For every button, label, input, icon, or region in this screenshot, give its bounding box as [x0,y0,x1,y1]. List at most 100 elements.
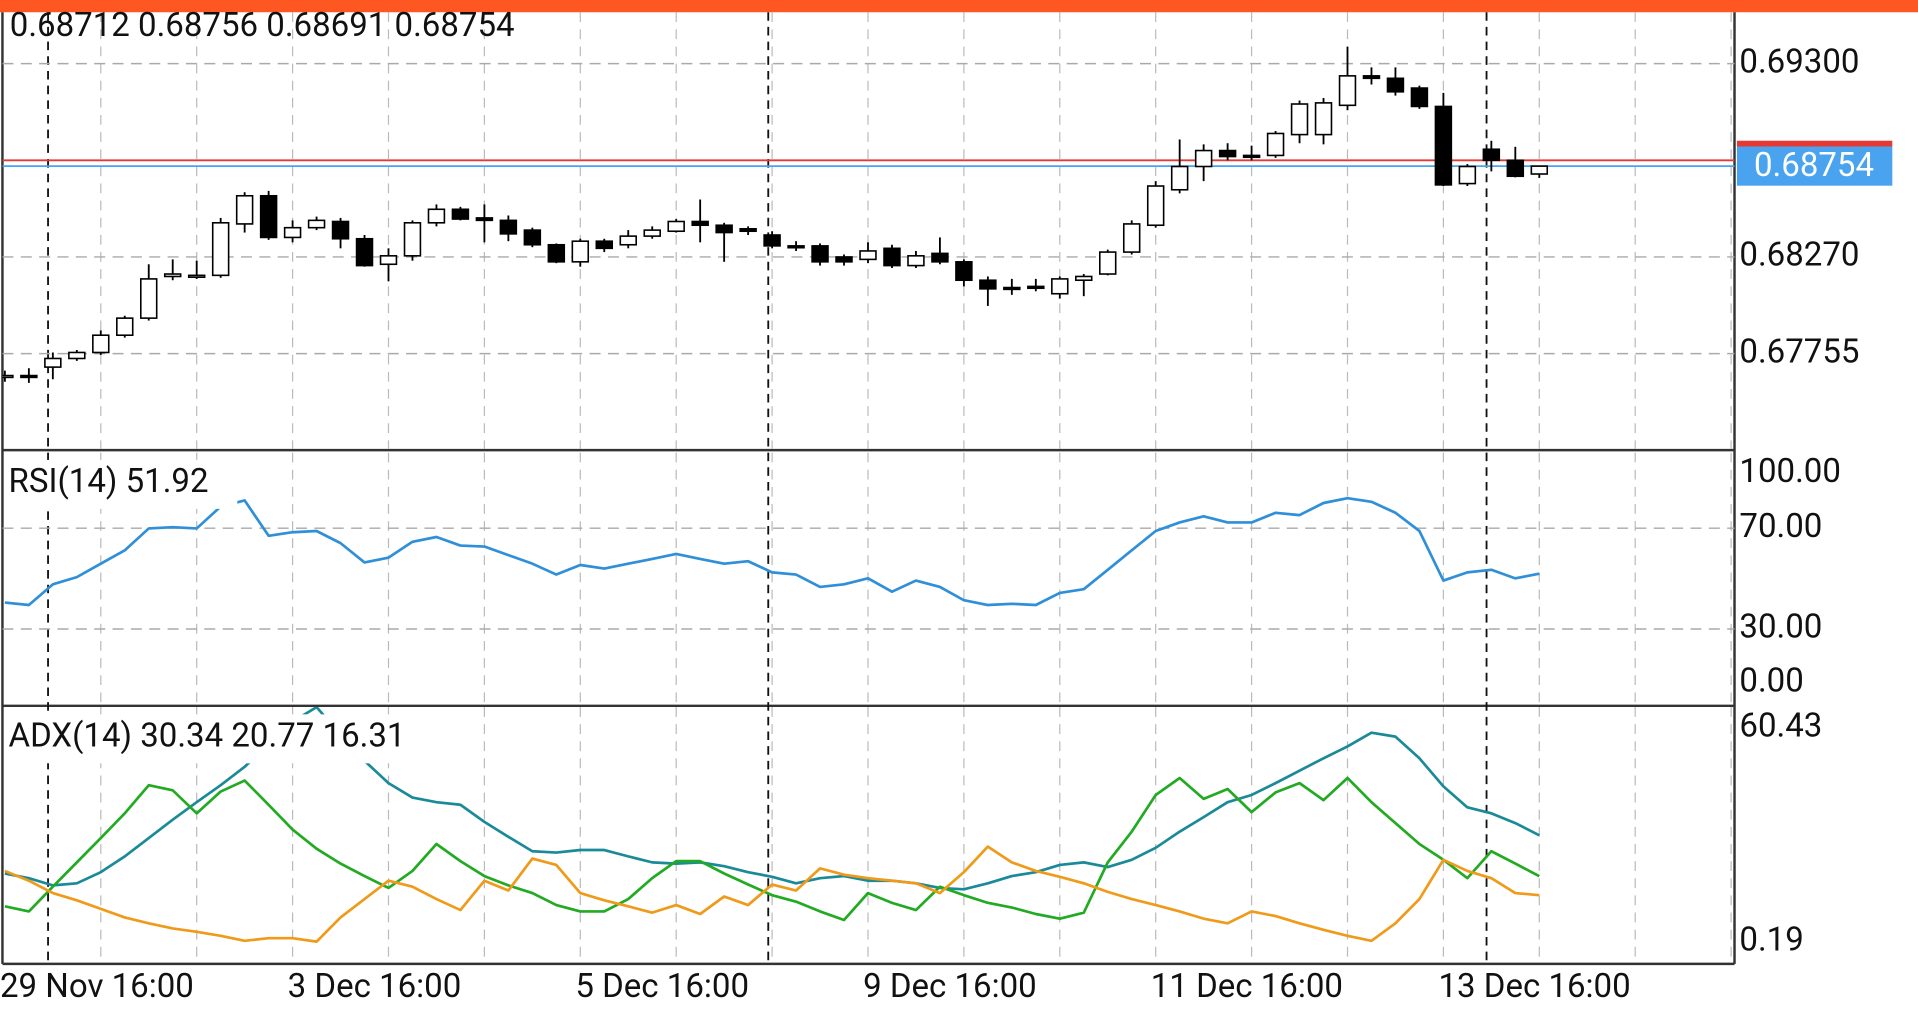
indicator-name: ADX(14) [9,716,132,755]
candle-body [547,243,566,263]
indicator-value: 16.31 [323,716,406,755]
candle-body [1194,149,1213,168]
candle-body [571,240,590,263]
candle-body [1218,149,1237,158]
frame [1,12,1736,966]
candle-body [235,194,254,225]
candle-body [331,220,350,240]
candle-body [1122,223,1141,253]
candle-body [907,255,925,267]
candle-body [2,374,14,379]
title-background [4,459,238,509]
candle-body [619,235,637,246]
candle-body [44,357,62,368]
text-layer: 0.69300 0.68270 0.67755 29 Nov 16:00 3 Dec 1… [0,6,1893,1006]
candle-body [763,234,781,247]
indicator-value: 30.34 [140,716,223,755]
y-tick-label: 0.69300 [1739,42,1859,81]
candle-body [1266,132,1285,157]
indicator-title: ADX(14) 30.34 20.77 16.31 [9,716,406,755]
candle-body [116,317,134,337]
candle-body [1410,87,1429,108]
y-tick-label: 60.43 [1739,707,1822,746]
y-tick-label: 0.68270 [1739,236,1859,275]
candle-body [379,255,398,266]
candle-body [1482,148,1501,162]
candle-body [187,274,206,278]
candle-body [955,261,973,282]
candle-body [643,229,661,237]
candle-body [259,194,278,239]
candle-body [20,374,38,379]
y-tick-label: 0.19 [1739,921,1803,960]
candle-body [835,256,853,263]
candle-body [499,219,518,235]
y-tick-label: 30.00 [1739,608,1822,647]
candle-body [211,222,230,277]
x-tick-label: 3 Dec 16:00 [288,967,462,1006]
indicator-line [4,496,1540,607]
bid-box [1736,146,1893,186]
y-tick-label: 70.00 [1739,507,1822,546]
y-tick-label: 0.00 [1739,661,1803,700]
panel-marks [2,46,1735,383]
bid-label: 0.68754 [1754,146,1874,185]
candle-body [667,220,685,233]
candle-body [1027,285,1045,290]
indicator-value: 51.92 [126,462,209,501]
indicator-line [4,776,1540,922]
y-tick-label: 100.00 [1739,452,1840,491]
candle-body [883,247,901,267]
candle-body [355,237,374,267]
y-tick-label: 0.67755 [1739,332,1859,371]
title-background [4,714,465,764]
candle-body [691,220,709,227]
candle-body [1362,75,1381,80]
candle-body [1506,159,1525,178]
candle-body [427,208,446,224]
candle-body [1338,75,1357,107]
indicator-line [4,845,1540,943]
candle-body [859,250,877,261]
candle-body [1075,275,1093,282]
candle-body [1170,165,1189,191]
candle-body [979,279,997,290]
ohlc-header: 0.68712 0.68756 0.68691 0.68754 [10,6,515,45]
candle-body [1314,102,1333,136]
candle-body [1098,251,1117,275]
ohlc-value: 0.68756 [138,6,258,45]
x-tick-label: 11 Dec 16:00 [1151,967,1343,1006]
indicator-title: RSI(14) 51.92 [9,462,209,501]
panel-marks [4,496,1540,607]
candle-body [92,334,110,354]
ohlc-value: 0.68754 [395,6,515,45]
x-tick-label: 5 Dec 16:00 [575,967,749,1006]
candle-body [163,273,182,278]
candle-body [715,224,733,234]
candle-body [1434,105,1453,186]
candle-body [1003,286,1021,291]
candle-body [1386,77,1405,93]
candle-body [523,229,542,246]
top-bar [0,0,1918,13]
ohlc-value: 0.68712 [10,6,130,45]
indicator-value: 20.77 [231,716,314,755]
ohlc-value: 0.68691 [266,6,386,45]
candle-body [403,222,422,257]
candle-body [307,219,326,229]
candle-body [931,252,949,263]
candle-body [1242,154,1261,159]
candle-body [1290,103,1309,136]
candle-body [595,240,614,250]
candle-body [739,228,757,233]
x-tick-label: 13 Dec 16:00 [1439,967,1631,1006]
ask-marker [1736,140,1893,147]
candle-body [1458,165,1477,185]
candle-body [1530,165,1549,175]
x-tick-label: 9 Dec 16:00 [863,967,1037,1006]
candle-body [139,278,158,319]
candle-body [475,217,494,222]
